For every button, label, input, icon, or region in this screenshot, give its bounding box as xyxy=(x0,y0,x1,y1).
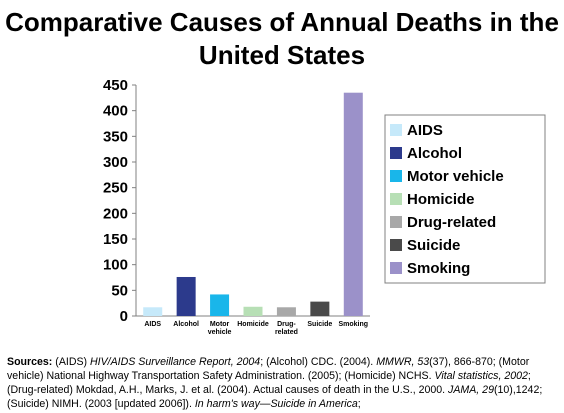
x-category-label: Motor xyxy=(210,321,230,328)
sources-text: ; (Alcohol) CDC. (2004). xyxy=(260,356,377,368)
y-tick-label: 200 xyxy=(103,205,128,222)
bar xyxy=(210,294,230,316)
chart-axes xyxy=(135,85,370,317)
y-ticks: 0 50 100 150 200 250 300 350 400 450 xyxy=(103,77,136,325)
bars xyxy=(143,92,363,316)
bar xyxy=(243,306,263,316)
y-tick-label: 400 xyxy=(103,103,128,120)
chart-title: Comparative Causes of Annual Deaths in t… xyxy=(5,7,559,70)
sources-italic: JAMA, 29 xyxy=(448,384,494,396)
sources-text: (37), 866-870; (Motor vehicle) National … xyxy=(7,356,530,382)
sources-note: Sources: (AIDS) HIV/AIDS Surveillance Re… xyxy=(7,355,559,411)
bar xyxy=(276,307,296,316)
x-category-label: vehicle xyxy=(208,329,232,336)
bar xyxy=(343,92,363,316)
bar xyxy=(143,307,163,316)
x-category-label: Suicide xyxy=(307,321,332,328)
y-tick-label: 50 xyxy=(111,282,128,299)
sources-text: ; xyxy=(357,398,361,410)
y-tick-label: 300 xyxy=(103,154,128,171)
legend-swatch xyxy=(390,124,402,136)
legend-box xyxy=(384,114,546,284)
legend-swatch xyxy=(390,262,402,274)
legend-label: Motor vehicle xyxy=(407,168,504,185)
legend-label: AIDS xyxy=(407,122,443,139)
sources-text: (10),1242; (Suicide) NIMH. (2003 [update… xyxy=(7,384,543,410)
sources-text: (AIDS) xyxy=(52,356,91,368)
legend: AIDS Alcohol Motor vehicle Homicide Drug-rel… xyxy=(384,114,546,284)
bar xyxy=(310,301,330,316)
legend-swatch xyxy=(390,193,402,205)
legend-label: Drug-related xyxy=(407,214,496,231)
x-category-label: Homicide xyxy=(237,321,269,328)
sources-italic: HIV/AIDS Surveillance Report, 2004 xyxy=(90,356,261,368)
y-tick-label: 450 xyxy=(103,77,128,94)
bar xyxy=(176,276,196,316)
y-tick-label: 350 xyxy=(103,128,128,145)
legend-swatch xyxy=(390,147,402,159)
x-category-label: Smoking xyxy=(339,321,369,328)
sources-italic: In harm's way—Suicide in America xyxy=(194,398,358,410)
sources-italic: Vital statistics, 2002 xyxy=(434,370,528,382)
legend-label: Suicide xyxy=(407,237,460,254)
legend-swatch xyxy=(390,216,402,228)
x-category-label: AIDS xyxy=(144,321,161,328)
y-tick-label: 0 xyxy=(120,308,128,325)
x-category-label: Drug- xyxy=(277,321,296,328)
legend-swatch xyxy=(390,239,402,251)
y-tick-label: 100 xyxy=(103,257,128,274)
sources-text: ; (Drug-related) Mokdad, A.H., Marks, J.… xyxy=(7,370,531,396)
y-tick-label: 250 xyxy=(103,180,128,197)
y-tick-label: 150 xyxy=(103,231,128,248)
legend-label: Alcohol xyxy=(407,145,462,162)
x-category-label: related xyxy=(275,329,298,336)
legend-label: Smoking xyxy=(407,260,470,277)
x-category-label: Alcohol xyxy=(173,321,199,328)
sources-italic: MMWR, 53 xyxy=(376,356,430,368)
bar-chart: 0 50 100 150 200 250 300 350 400 450 AIDS Alcohol M… xyxy=(103,77,546,336)
legend-label: Homicide xyxy=(407,191,475,208)
sources-label: Sources: xyxy=(7,356,53,368)
legend-swatch xyxy=(390,170,402,182)
